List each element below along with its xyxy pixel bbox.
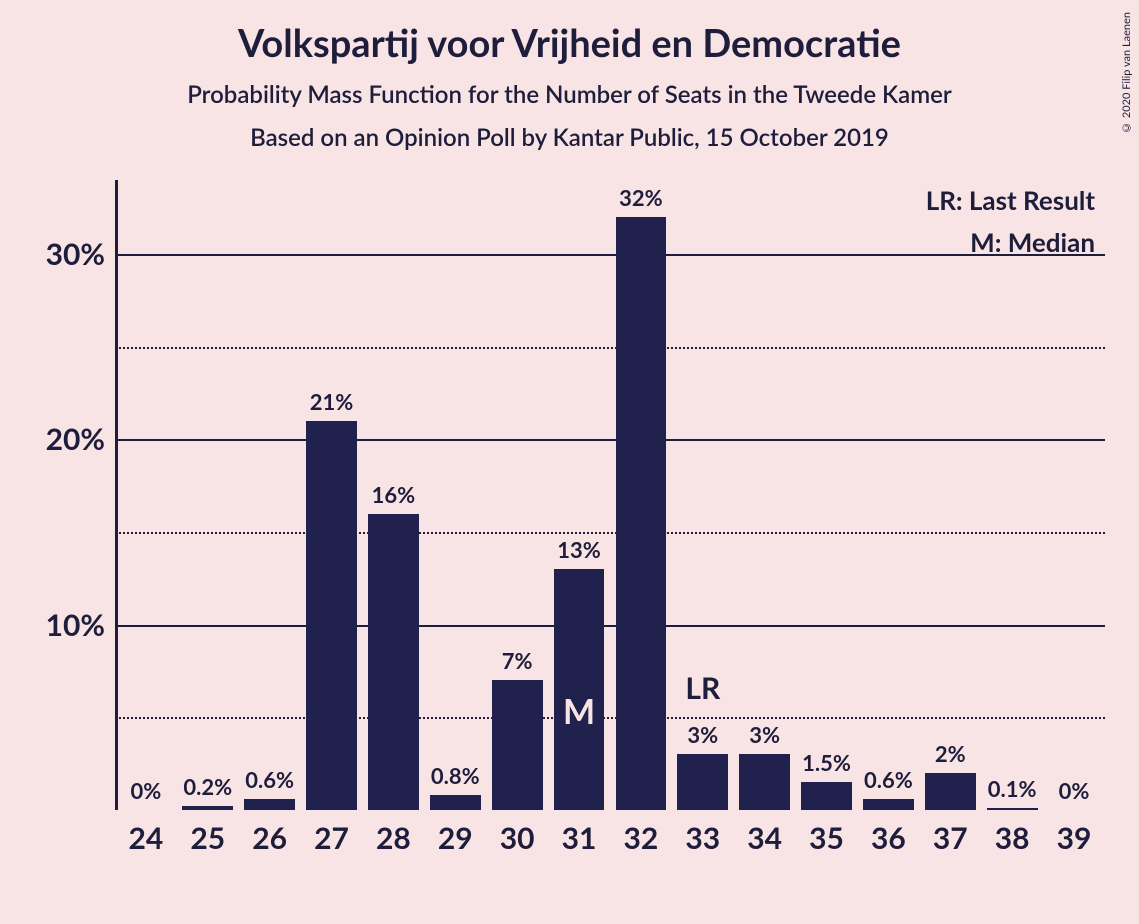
median-marker: M [563,691,595,732]
bar-value-label: 0% [131,777,162,804]
gridline-minor [115,347,1105,349]
bar [739,754,790,810]
bar-value-label: 2% [935,740,966,767]
bar [182,806,233,810]
bar-value-label: 13% [557,536,601,563]
x-tick-label: 28 [376,820,411,856]
bar-value-label: 0.2% [183,773,232,800]
gridline-major [115,254,1105,256]
chart-subtitle-2: Based on an Opinion Poll by Kantar Publi… [0,109,1139,152]
bar [430,795,481,810]
bar-value-label: 0.6% [864,766,913,793]
bar-value-label: 3% [687,721,718,748]
bar [368,514,419,810]
gridline-major [115,439,1105,441]
x-tick-label: 34 [747,820,782,856]
y-tick-label: 30% [46,236,105,272]
gridline-minor [115,532,1105,534]
bar [801,782,852,810]
bar-value-label: 32% [619,184,663,211]
bar-value-label: 0.6% [245,766,294,793]
gridline-minor [115,717,1105,719]
bar [554,569,605,810]
chart-area: LR: Last Result M: Median 10%20%30%0%240… [115,180,1105,860]
x-tick-label: 36 [871,820,906,856]
bar [677,754,728,810]
y-axis [115,180,118,810]
x-tick-label: 25 [190,820,225,856]
bar-value-label: 1.5% [802,749,851,776]
bar [306,421,357,810]
bar-value-label: 0.1% [988,775,1037,802]
x-tick-label: 32 [624,820,659,856]
bar [863,799,914,810]
x-tick-label: 31 [562,820,597,856]
chart-title: Volkspartij voor Vrijheid en Democratie [0,0,1139,66]
last-result-marker: LR [685,670,720,706]
bar-value-label: 7% [502,647,533,674]
x-tick-label: 24 [129,820,164,856]
x-tick-label: 39 [1057,820,1092,856]
bar [492,680,543,810]
x-tick-label: 33 [685,820,720,856]
bar-value-label: 21% [310,388,354,415]
x-tick-label: 26 [252,820,287,856]
bar-value-label: 16% [372,481,416,508]
y-tick-label: 20% [46,421,105,457]
copyright-text: © 2020 Filip van Laenen [1120,12,1133,134]
gridline-major [115,625,1105,627]
bar [925,773,976,810]
y-tick-label: 10% [46,607,105,643]
plot-region: 10%20%30%0%240.2%250.6%2621%2716%280.8%2… [115,180,1105,860]
bar [616,217,667,810]
bar-value-label: 3% [749,721,780,748]
x-tick-label: 35 [809,820,844,856]
x-tick-label: 29 [438,820,473,856]
bar-value-label: 0% [1059,777,1090,804]
x-tick-label: 27 [314,820,349,856]
x-tick-label: 30 [500,820,535,856]
bar-value-label: 0.8% [431,762,480,789]
bar [987,808,1038,810]
bar [244,799,295,810]
chart-subtitle-1: Probability Mass Function for the Number… [0,66,1139,109]
x-tick-label: 37 [933,820,968,856]
x-tick-label: 38 [995,820,1030,856]
